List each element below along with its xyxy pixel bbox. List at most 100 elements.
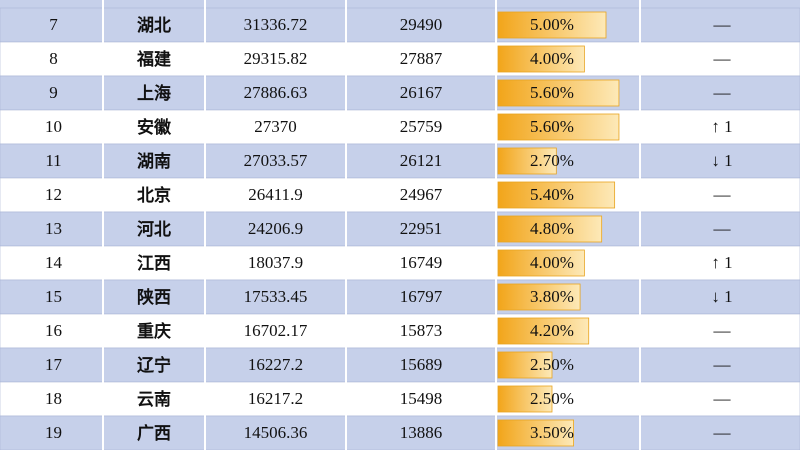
province: 福建 bbox=[136, 49, 171, 70]
gdp: 24206.9 bbox=[248, 219, 303, 238]
previous-gdp: 22951 bbox=[400, 219, 443, 238]
previous-gdp: 26121 bbox=[400, 151, 443, 170]
row-background bbox=[0, 7, 800, 43]
growth-bar bbox=[497, 317, 590, 345]
previous-gdp: 24967 bbox=[400, 185, 443, 204]
gdp: 31336.72 bbox=[244, 15, 308, 34]
previous-gdp: 26167 bbox=[400, 83, 443, 102]
rank-change: ↓ 1 bbox=[711, 151, 732, 170]
province: 上海 bbox=[137, 83, 171, 104]
growth-bar bbox=[497, 45, 585, 73]
row-background bbox=[0, 415, 800, 451]
rank: 9 bbox=[49, 83, 58, 102]
growth-bar bbox=[497, 351, 553, 379]
province: 安徽 bbox=[137, 117, 172, 138]
province: 河北 bbox=[137, 220, 171, 240]
growth-label: 3.50% bbox=[530, 423, 574, 442]
growth-bar bbox=[497, 419, 574, 447]
province: 江西 bbox=[137, 254, 171, 274]
growth-label: 5.60% bbox=[530, 117, 574, 136]
row-background bbox=[0, 279, 800, 315]
previous-gdp: 29490 bbox=[400, 15, 443, 34]
gdp: 16702.17 bbox=[244, 321, 308, 340]
rank-change: — bbox=[713, 389, 732, 408]
growth-bar bbox=[497, 215, 603, 243]
growth-bar bbox=[497, 181, 616, 209]
rank-change: — bbox=[713, 321, 732, 340]
row-background bbox=[0, 313, 800, 349]
growth-bar bbox=[497, 113, 620, 141]
rank: 13 bbox=[45, 219, 62, 238]
gdp: 14506.36 bbox=[244, 423, 308, 442]
rank-change: — bbox=[713, 423, 732, 442]
growth-bar bbox=[497, 283, 581, 311]
rank: 12 bbox=[45, 185, 62, 204]
previous-gdp: 27887 bbox=[400, 49, 443, 68]
rank-change: — bbox=[713, 83, 732, 102]
province: 云南 bbox=[137, 389, 171, 410]
growth-label: 2.50% bbox=[530, 389, 574, 408]
rank: 17 bbox=[45, 355, 63, 374]
rank: 14 bbox=[45, 253, 63, 272]
growth-label: 4.00% bbox=[530, 253, 574, 272]
gdp: 18037.9 bbox=[248, 253, 303, 272]
rank: 18 bbox=[45, 389, 62, 408]
rank-change: — bbox=[713, 15, 732, 34]
growth-label: 2.70% bbox=[530, 151, 574, 170]
rank-change: — bbox=[713, 49, 732, 68]
province: 辽宁 bbox=[137, 355, 171, 376]
row-background bbox=[0, 75, 800, 111]
growth-label: 3.80% bbox=[530, 287, 574, 306]
previous-gdp: 15873 bbox=[400, 321, 443, 340]
growth-label: 5.00% bbox=[530, 15, 574, 34]
rank: 11 bbox=[45, 151, 61, 170]
rank: 19 bbox=[45, 423, 62, 442]
growth-label: 2.50% bbox=[530, 355, 574, 374]
province: 湖南 bbox=[137, 151, 171, 172]
rank-change: ↑ 1 bbox=[711, 253, 732, 272]
rank-change: — bbox=[713, 219, 732, 238]
growth-bar bbox=[497, 147, 557, 175]
row-background bbox=[0, 177, 800, 213]
growth-bar bbox=[497, 79, 620, 107]
gdp: 16227.2 bbox=[248, 355, 303, 374]
row-background bbox=[0, 211, 800, 247]
rank: 10 bbox=[45, 117, 62, 136]
growth-bar bbox=[497, 11, 607, 39]
growth-label: 5.60% bbox=[530, 83, 574, 102]
growth-bar bbox=[497, 385, 553, 413]
previous-gdp: 16797 bbox=[400, 287, 443, 306]
row-background bbox=[0, 41, 800, 77]
previous-gdp: 15498 bbox=[400, 389, 443, 408]
cut-row bbox=[0, 0, 800, 8]
province: 北京 bbox=[137, 185, 171, 206]
province: 广西 bbox=[137, 423, 171, 444]
rank-change: — bbox=[713, 185, 732, 204]
gdp: 27886.63 bbox=[244, 83, 308, 102]
row-background bbox=[0, 245, 800, 281]
previous-gdp: 25759 bbox=[400, 117, 443, 136]
rank-change: ↓ 1 bbox=[711, 287, 732, 306]
gdp: 26411.9 bbox=[248, 185, 303, 204]
gdp: 29315.82 bbox=[244, 49, 308, 68]
province: 重庆 bbox=[137, 321, 171, 342]
previous-gdp: 15689 bbox=[400, 355, 443, 374]
row-background bbox=[0, 109, 800, 145]
province: 湖北 bbox=[137, 16, 171, 36]
growth-bar bbox=[497, 249, 585, 277]
gdp: 27370 bbox=[254, 117, 297, 136]
growth-label: 4.20% bbox=[530, 321, 574, 340]
gdp: 16217.2 bbox=[248, 389, 303, 408]
growth-label: 4.00% bbox=[530, 49, 574, 68]
growth-label: 4.80% bbox=[530, 219, 574, 238]
row-background bbox=[0, 381, 800, 417]
rank: 16 bbox=[45, 321, 62, 340]
row-background bbox=[0, 143, 800, 179]
rank-change: ↑ 1 bbox=[711, 117, 732, 136]
gdp: 27033.57 bbox=[244, 151, 308, 170]
rank: 7 bbox=[49, 15, 58, 34]
previous-gdp: 16749 bbox=[400, 253, 443, 272]
rank-change: — bbox=[713, 355, 732, 374]
